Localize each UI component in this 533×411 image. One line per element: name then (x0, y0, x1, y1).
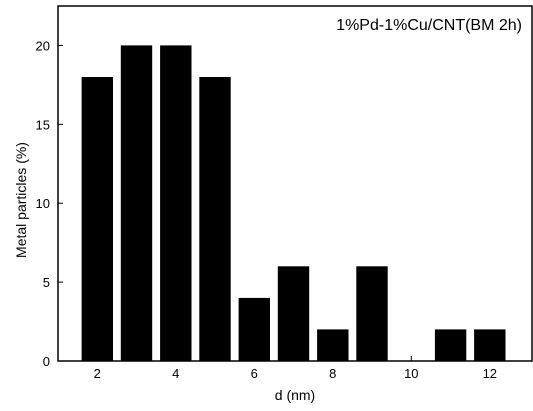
y-axis-label: Metal particles (%) (13, 142, 29, 258)
y-axis-ticks: 0 5 10 15 20 (36, 38, 63, 369)
x-tick-label: 4 (172, 366, 179, 381)
bar-d-2 (81, 77, 113, 361)
bar-series (81, 45, 506, 362)
bar-d-6 (238, 297, 270, 361)
bar-d-7 (277, 266, 310, 361)
bar-d-12 (474, 329, 506, 361)
x-tick-label: 8 (329, 366, 336, 381)
y-tick-label: 5 (43, 275, 50, 290)
x-tick-label: 2 (94, 366, 101, 381)
x-tick-label: 10 (404, 366, 418, 381)
x-axis-ticks: 2 4 6 8 10 12 (94, 356, 497, 381)
bar-d-9 (356, 266, 388, 361)
x-tick-label: 12 (483, 366, 497, 381)
y-tick-label: 0 (43, 354, 50, 369)
y-tick-label: 10 (36, 196, 50, 211)
chart-title: 1%Pd-1%Cu/CNT(BM 2h) (336, 17, 522, 34)
bar-d-3 (120, 45, 153, 362)
y-tick-label: 15 (36, 117, 50, 132)
plot-frame (57, 5, 533, 362)
bar-d-4 (160, 45, 192, 362)
x-tick-label: 6 (251, 366, 258, 381)
bar-d-8 (317, 329, 349, 361)
bar-d-11 (434, 329, 467, 361)
y-tick-label: 20 (36, 38, 50, 53)
x-axis-label: d (nm) (275, 387, 315, 403)
bar-d-5 (199, 77, 231, 361)
